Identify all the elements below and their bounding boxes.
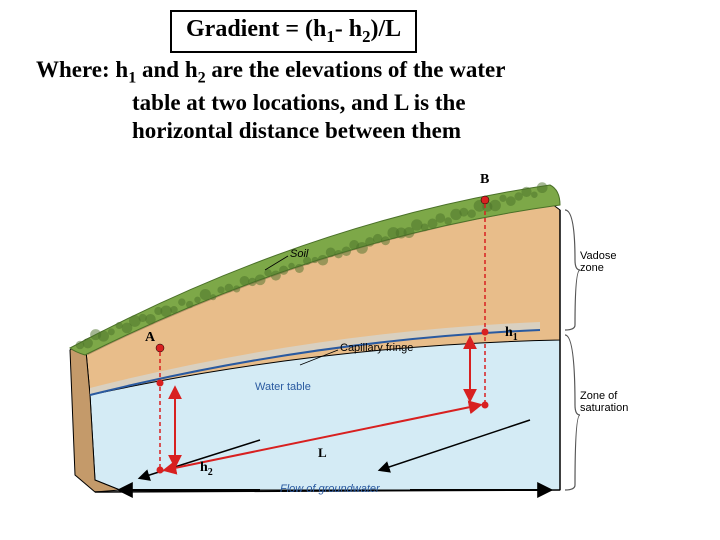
label-A: A (145, 330, 155, 346)
formula-lhs: Gradient = (h (186, 16, 326, 42)
formula-rhs: )/L (370, 16, 401, 42)
formula-box: Gradient = (h1- h2)/L (170, 10, 417, 53)
label-capillary: Capillary fringe (340, 342, 413, 354)
label-flow: Flow of groundwater (280, 483, 380, 495)
label-saturation: Zone of saturation (580, 390, 628, 414)
groundwater-diagram: A B Soil Capillary fringe Water table Fl… (60, 170, 660, 530)
description-block: Where: h1 and h2 are the elevations of t… (36, 56, 680, 146)
label-h1: h1 (505, 325, 518, 343)
formula-sub1: 1 (326, 27, 334, 46)
label-L: L (318, 445, 327, 461)
desc-line1: Where: h1 and h2 are the elevations of t… (36, 56, 680, 89)
label-vadose: Vadose zone (580, 250, 617, 274)
label-soil: Soil (290, 248, 308, 260)
label-watertable: Water table (255, 381, 311, 393)
label-h2: h2 (200, 460, 213, 478)
desc-line3: horizontal distance between them (36, 117, 680, 146)
formula-mid: - h (335, 16, 362, 42)
label-B: B (480, 172, 489, 188)
desc-line2: table at two locations, and L is the (36, 89, 680, 118)
